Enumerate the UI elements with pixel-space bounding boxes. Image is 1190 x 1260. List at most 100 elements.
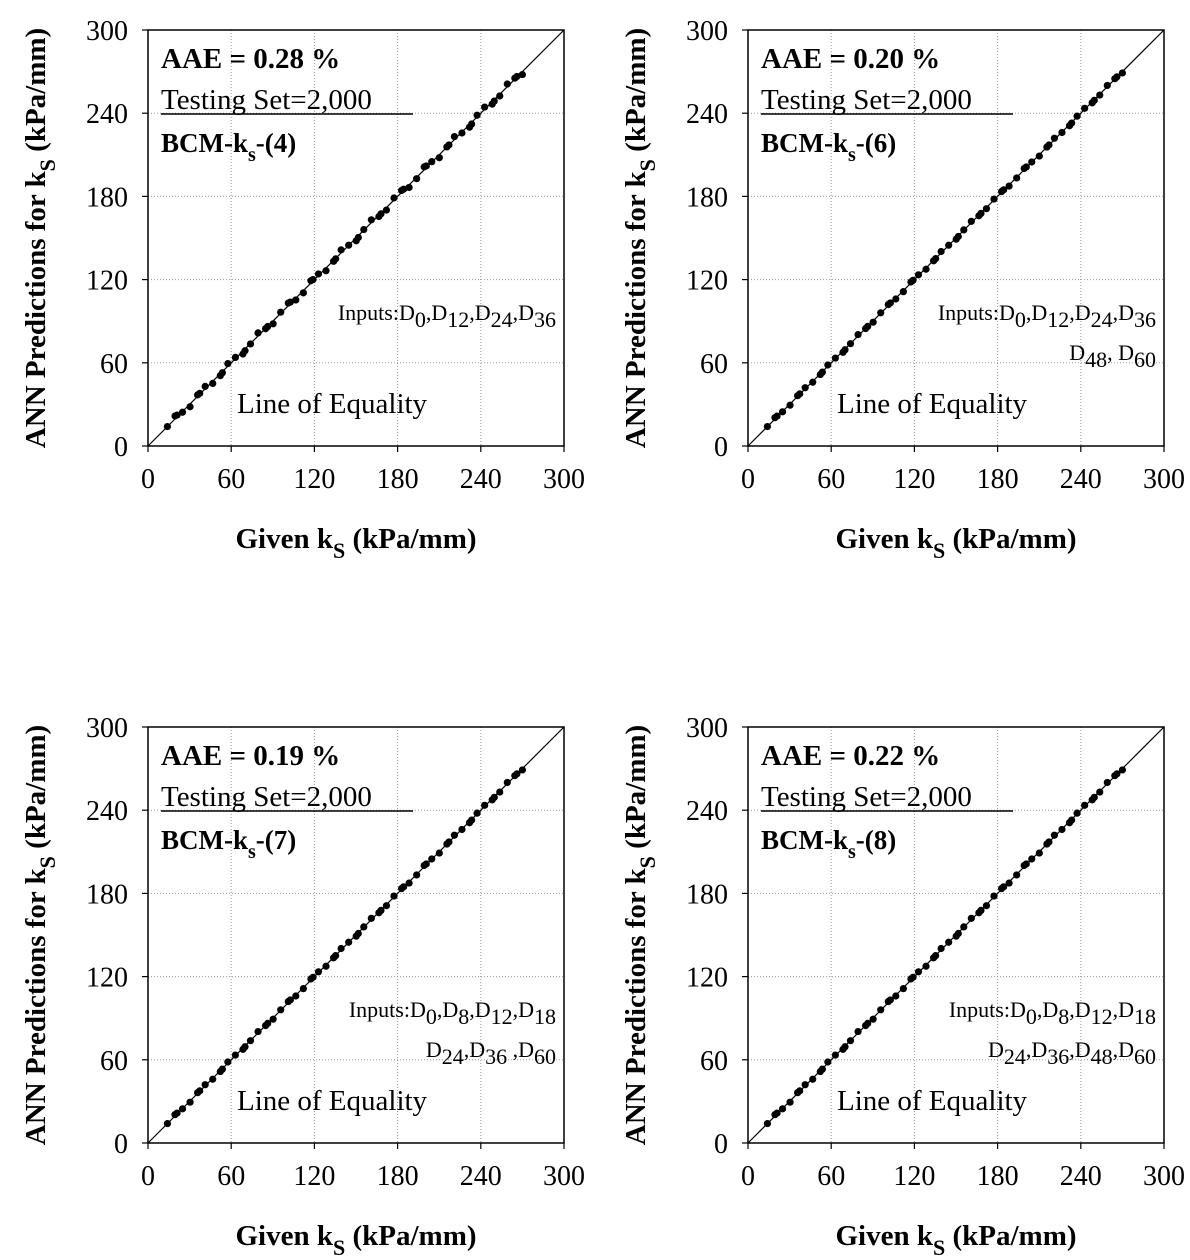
data-point: [831, 1051, 839, 1059]
x-axis-title-main: Given k: [235, 523, 333, 555]
data-point: [332, 951, 340, 960]
y-axis-title: ANN Predictions for kS (kPa/mm): [620, 28, 660, 448]
data-point: [337, 246, 345, 254]
data-point: [218, 369, 226, 377]
data-point: [1103, 81, 1111, 90]
data-point: [332, 255, 340, 263]
y-tick-label: 60: [700, 1046, 728, 1077]
plot-frame: [147, 29, 565, 447]
aae-label: AAE = 0.28 %: [161, 43, 340, 75]
x-tick-label: 300: [1143, 1161, 1185, 1192]
x-axis-title-tail: (kPa/mm): [345, 1220, 476, 1252]
inputs-line-1-part-1: 0: [1026, 1004, 1037, 1029]
data-point: [846, 1037, 855, 1045]
data-point: [345, 938, 353, 946]
data-point: [513, 770, 521, 778]
data-point: [445, 141, 453, 149]
data-point: [314, 270, 323, 278]
data-point: [209, 379, 217, 388]
data-point: [778, 408, 787, 416]
data-point: [937, 247, 945, 256]
data-point: [503, 80, 511, 88]
data-point: [428, 158, 436, 166]
data-point: [377, 210, 385, 218]
inputs-line-1: Inputs:D0,D12,D24,D36: [338, 300, 556, 332]
y-axis-title-tail: (kPa/mm): [620, 28, 652, 159]
x-tick-label: 240: [460, 464, 502, 495]
inputs-line-1-part-0: Inputs:D: [938, 300, 1015, 325]
x-tick-label: 300: [1143, 464, 1185, 495]
x-tick-label: 0: [141, 464, 155, 495]
model-label-suffix: -(8): [856, 825, 896, 855]
data-point: [277, 1006, 285, 1014]
y-axis-title-main: ANN Predictions for k: [620, 170, 652, 448]
data-point: [1045, 838, 1053, 846]
data-point: [390, 194, 398, 202]
data-point: [286, 298, 294, 306]
data-point: [390, 892, 398, 900]
data-point: [864, 322, 872, 331]
data-point: [1000, 883, 1008, 891]
inputs-line-1-part-0: Inputs:D: [338, 300, 415, 325]
y-tick-label: 0: [114, 1129, 128, 1160]
x-axis-title-main: Given k: [835, 1220, 933, 1252]
inputs-line-1: Inputs:D0,D12,D24,D36: [938, 300, 1156, 332]
data-point: [435, 154, 443, 162]
data-point: [345, 241, 353, 249]
data-point: [422, 860, 430, 868]
inputs-line-1-part-4: ,D: [1069, 997, 1090, 1022]
plot-frame: [147, 726, 565, 1144]
data-point: [886, 299, 894, 307]
data-point: [224, 1058, 232, 1066]
y-tick-label: 180: [86, 879, 128, 910]
model-label-prefix: BCM-k: [161, 128, 248, 158]
data-point: [1096, 788, 1104, 796]
x-axis-title-sub: S: [933, 1235, 945, 1260]
data-point: [1050, 134, 1059, 142]
data-point: [354, 233, 362, 242]
y-axis-title-sub: S: [635, 159, 660, 171]
data-point: [163, 1119, 172, 1128]
x-tick-label: 120: [893, 464, 935, 495]
data-point: [945, 938, 953, 946]
y-tick-label: 240: [686, 99, 728, 130]
inputs-line-1-part-6: ,D: [1113, 300, 1134, 325]
data-point: [763, 422, 772, 431]
x-tick-label: 240: [1060, 1161, 1102, 1192]
inputs-line-1-part-6: ,D: [1113, 997, 1134, 1022]
data-point: [473, 809, 481, 817]
data-point: [354, 929, 362, 938]
inputs-line-1-part-0: Inputs:D: [349, 997, 426, 1022]
data-point: [309, 275, 317, 284]
data-point: [854, 330, 862, 339]
data-point: [1050, 831, 1059, 839]
inputs-line-1-part-4: ,D: [1069, 300, 1090, 325]
y-tick-label: 60: [700, 349, 728, 380]
data-point: [841, 346, 849, 354]
data-point: [824, 361, 832, 369]
x-tick-label: 300: [543, 1161, 585, 1192]
data-point: [400, 883, 408, 891]
line-of-equality-label: Line of Equality: [237, 1085, 428, 1117]
inputs-line-2-part-0: D: [988, 1037, 1004, 1062]
data-point: [322, 267, 330, 275]
model-label-suffix: -(4): [256, 128, 296, 158]
inputs-line-2-part-4: ,D: [507, 1037, 534, 1062]
y-axis-title: ANN Predictions for kS (kPa/mm): [20, 28, 60, 448]
data-point: [322, 962, 330, 970]
data-point: [922, 962, 930, 970]
model-label-prefix: BCM-k: [761, 128, 848, 158]
testing-set-label: Testing Set=2,000: [761, 84, 972, 116]
y-axis-title-tail: (kPa/mm): [20, 28, 52, 159]
data-point: [809, 378, 817, 386]
data-point: [382, 206, 391, 214]
y-tick-label: 0: [114, 432, 128, 463]
data-point: [1035, 849, 1043, 857]
data-point: [405, 879, 413, 887]
data-point: [854, 1027, 862, 1036]
inputs-line-1-part-7: 36: [1134, 307, 1156, 332]
model-label-sub: s: [848, 841, 856, 863]
